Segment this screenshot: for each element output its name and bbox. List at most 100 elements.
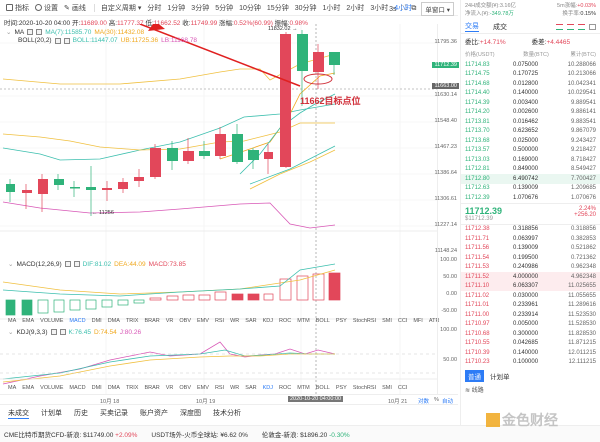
tab-volume[interactable]: VOLUME bbox=[40, 385, 64, 391]
close-icon[interactable] bbox=[73, 261, 80, 267]
bid-row[interactable]: 11711.56 0.139009 0.521862 bbox=[461, 244, 600, 254]
tab-roc[interactable]: ROC bbox=[278, 318, 292, 324]
tab-trade[interactable]: 交易 bbox=[465, 23, 479, 32]
bid-row[interactable]: 11711.01 0.233961 11.289616 bbox=[461, 301, 600, 311]
ask-row[interactable]: 11713.57 0.500000 9.218427 bbox=[461, 146, 600, 156]
tab-psy[interactable]: PSY bbox=[335, 318, 347, 324]
close-icon[interactable] bbox=[36, 29, 43, 35]
ask-row[interactable]: 11712.39 1.070676 1.070676 bbox=[461, 193, 600, 203]
bid-row[interactable]: 11711.71 0.063997 0.382853 bbox=[461, 234, 600, 244]
percent-toggle[interactable]: % bbox=[434, 397, 439, 403]
bid-row[interactable]: 11711.54 0.199500 0.721362 bbox=[461, 253, 600, 263]
tab-ema[interactable]: EMA bbox=[22, 318, 35, 324]
bid-row[interactable]: 11710.55 0.042685 11.871215 bbox=[461, 339, 600, 349]
ask-row[interactable]: 11714.75 0.170725 10.213066 bbox=[461, 70, 600, 80]
tab-vr[interactable]: VR bbox=[165, 385, 174, 391]
tab-ma[interactable]: MA bbox=[8, 318, 17, 324]
tab-smi[interactable]: SMI bbox=[382, 318, 392, 324]
custom-period-dropdown[interactable]: 自定义周期 ▾ bbox=[100, 4, 142, 12]
ticker-item[interactable]: 伦敦金-新浪: $1896.20 -0.30% bbox=[261, 432, 350, 439]
tab-dma[interactable]: DMA bbox=[107, 318, 120, 324]
tab-psy[interactable]: PSY bbox=[335, 385, 347, 391]
tab-obv[interactable]: OBV bbox=[179, 318, 192, 324]
tab-trix[interactable]: TRIX bbox=[125, 318, 139, 324]
tab-smi[interactable]: SMI bbox=[382, 385, 392, 391]
window-select[interactable]: 单窗口 ▾ bbox=[421, 2, 454, 16]
tab-emv[interactable]: EMV bbox=[197, 385, 209, 391]
log-scale-toggle[interactable]: 对数 bbox=[418, 399, 430, 405]
tab-plan-orders[interactable]: 计划单 bbox=[41, 410, 62, 417]
close-icon[interactable] bbox=[59, 329, 66, 335]
period-5m[interactable]: 5分钟 bbox=[215, 4, 234, 12]
tab-mfi[interactable]: MFI bbox=[413, 318, 423, 324]
tab-mtm[interactable]: MTM bbox=[297, 318, 310, 324]
order-type-normal-button[interactable]: 普通 bbox=[465, 370, 484, 382]
collapse-icon[interactable]: ⌄ bbox=[8, 261, 14, 268]
tab-rsi[interactable]: RSI bbox=[214, 385, 225, 391]
tab-technical-analysis[interactable]: 技术分析 bbox=[213, 410, 241, 417]
depth-bids-icon[interactable] bbox=[567, 23, 574, 30]
bid-row[interactable]: 11710.23 0.100000 12.111215 bbox=[461, 358, 600, 368]
tab-trix[interactable]: TRIX bbox=[125, 385, 139, 391]
ask-row[interactable]: 11713.03 0.169000 8.718427 bbox=[461, 155, 600, 165]
settings-icon[interactable] bbox=[50, 329, 57, 335]
popout-icon[interactable]: ⧉ bbox=[411, 5, 417, 12]
ticker-item[interactable]: CME比特币期货CFD-新浪: $11749.00 +2.09% bbox=[4, 432, 138, 439]
tab-wr[interactable]: WR bbox=[230, 385, 240, 391]
bid-row[interactable]: 11712.38 0.318856 0.318856 bbox=[461, 225, 600, 235]
tab-sar[interactable]: SAR bbox=[245, 318, 257, 324]
ask-row[interactable]: 11713.81 0.016462 9.883541 bbox=[461, 117, 600, 127]
bid-row[interactable]: 11711.10 6.063307 11.025655 bbox=[461, 281, 600, 291]
tab-vr[interactable]: VR bbox=[165, 318, 174, 324]
price-axis[interactable]: 11795.36 11712.39 11663.00 11630.14 1154… bbox=[432, 24, 459, 394]
refresh-rate[interactable]: 3s bbox=[389, 5, 397, 13]
bid-row[interactable]: 11711.53 0.240986 0.962348 bbox=[461, 263, 600, 273]
ask-row[interactable]: 11714.68 0.012800 10.042341 bbox=[461, 79, 600, 89]
tab-trade-records[interactable]: 买卖记录 bbox=[100, 410, 128, 417]
tab-brar[interactable]: BRAR bbox=[144, 385, 160, 391]
tab-depth-chart[interactable]: 深度图 bbox=[180, 410, 201, 417]
tab-open-orders[interactable]: 未成交 bbox=[8, 409, 29, 419]
period-4h[interactable]: 4小时 bbox=[394, 4, 413, 12]
tab-stochrsi[interactable]: StochRSI bbox=[352, 385, 377, 391]
period-3m[interactable]: 3分钟 bbox=[191, 4, 210, 12]
tab-account-assets[interactable]: 账户资产 bbox=[140, 410, 168, 417]
tab-volume[interactable]: VOLUME bbox=[40, 318, 64, 324]
bid-row[interactable]: 11711.02 0.030000 11.055655 bbox=[461, 291, 600, 301]
tab-stochrsi[interactable]: StochRSI bbox=[352, 318, 377, 324]
draw-button[interactable]: ✎ 画线 bbox=[64, 4, 86, 12]
ask-row[interactable]: 11714.83 0.075000 10.288066 bbox=[461, 60, 600, 70]
tab-cci[interactable]: CCI bbox=[397, 385, 408, 391]
ticker-item[interactable]: USDT场外-火币全球站: ¥6.62 0% bbox=[151, 432, 248, 439]
ask-row[interactable]: 11714.39 0.003400 9.889541 bbox=[461, 98, 600, 108]
tab-obv[interactable]: OBV bbox=[179, 385, 192, 391]
depth-both-icon[interactable] bbox=[556, 23, 563, 30]
ask-row[interactable]: 11712.63 0.139009 1.209685 bbox=[461, 184, 600, 194]
tab-history[interactable]: 历史 bbox=[74, 410, 88, 417]
period-10m[interactable]: 10分钟 bbox=[239, 4, 261, 12]
tab-sar[interactable]: SAR bbox=[245, 385, 257, 391]
tab-dmi[interactable]: DMI bbox=[91, 318, 102, 324]
collapse-icon[interactable]: ⌄ bbox=[6, 29, 12, 36]
indicators-button[interactable]: 指标 bbox=[6, 3, 29, 13]
auto-scale-toggle[interactable]: 自动 bbox=[442, 399, 454, 405]
tab-macd[interactable]: MACD bbox=[69, 385, 86, 391]
ask-row[interactable]: 11713.70 0.623652 9.867079 bbox=[461, 127, 600, 137]
settings-icon[interactable] bbox=[27, 29, 34, 35]
expand-icon[interactable] bbox=[589, 23, 596, 30]
network-status[interactable]: ≋ 线路 bbox=[465, 388, 484, 394]
tab-macd[interactable]: MACD bbox=[69, 318, 86, 324]
ask-row[interactable]: 11713.68 0.025000 9.243427 bbox=[461, 136, 600, 146]
tab-boll[interactable]: BOLL bbox=[315, 318, 330, 324]
tab-boll[interactable]: BOLL bbox=[315, 385, 330, 391]
bid-row[interactable]: 11710.97 0.005000 11.528530 bbox=[461, 320, 600, 330]
plan-order-button[interactable]: 计划单 bbox=[490, 374, 510, 381]
bid-row[interactable]: 11711.00 0.233914 11.523530 bbox=[461, 310, 600, 320]
tab-atr[interactable]: ATR bbox=[428, 318, 440, 324]
period-30m[interactable]: 30分钟 bbox=[294, 4, 317, 12]
tab-rsi[interactable]: RSI bbox=[214, 318, 225, 324]
tab-wr[interactable]: WR bbox=[230, 318, 240, 324]
settings-icon[interactable] bbox=[64, 261, 71, 267]
tab-deals[interactable]: 成交 bbox=[493, 23, 507, 31]
tab-kdj[interactable]: KDJ bbox=[262, 385, 273, 391]
